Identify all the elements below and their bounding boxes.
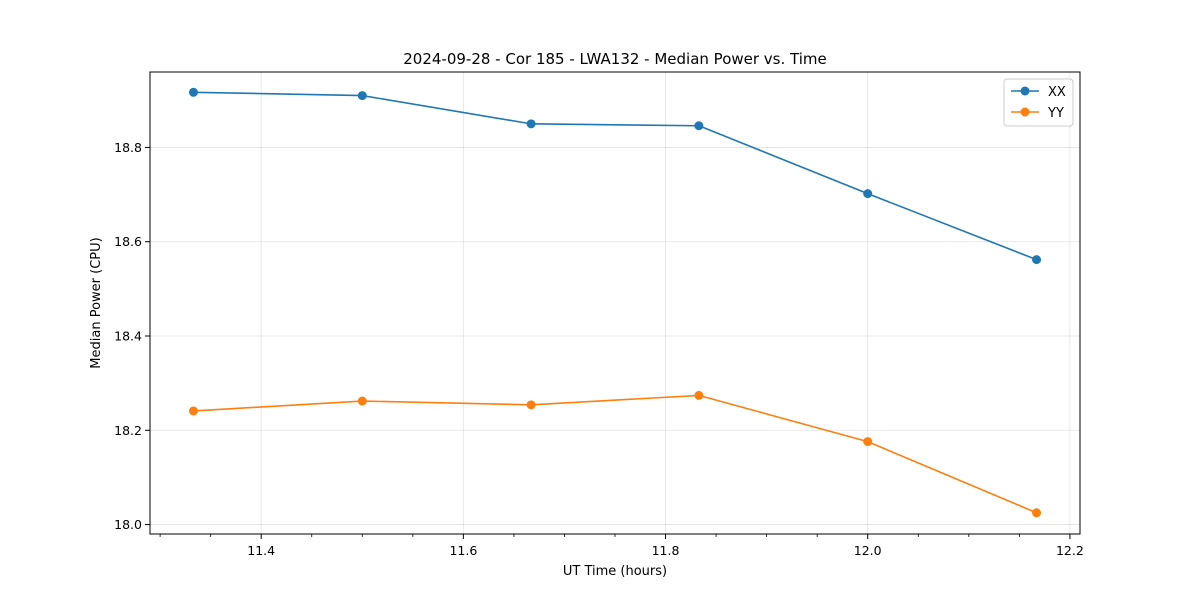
legend: XX YY xyxy=(1003,78,1074,127)
x-axis-label: UT Time (hours) xyxy=(563,564,667,579)
chart-title: 2024-09-28 - Cor 185 - LWA132 - Median P… xyxy=(403,50,827,68)
y-tick-label: 18.8 xyxy=(114,140,142,155)
data-point-xx xyxy=(357,91,367,101)
grid-lines xyxy=(150,72,1080,534)
legend-marker-yy xyxy=(1020,107,1030,117)
data-point-yy xyxy=(1032,508,1042,518)
x-tick-label: 11.6 xyxy=(449,543,477,558)
data-point-yy xyxy=(357,396,367,406)
data-point-xx xyxy=(526,119,536,129)
y-tick-label: 18.2 xyxy=(114,423,142,438)
data-series xyxy=(188,87,1042,518)
x-tick-label: 12.0 xyxy=(854,543,882,558)
y-tick-label: 18.6 xyxy=(114,234,142,249)
data-point-yy xyxy=(863,437,873,447)
legend-label-yy: YY xyxy=(1047,106,1064,121)
data-point-yy xyxy=(694,390,704,400)
x-tick-label: 12.2 xyxy=(1056,543,1084,558)
data-point-xx xyxy=(1032,255,1042,265)
plot-frame xyxy=(149,71,1081,535)
data-point-xx xyxy=(863,189,873,199)
x-tick-label: 11.4 xyxy=(247,543,275,558)
y-tick-label: 18.4 xyxy=(114,329,142,344)
x-tick-label: 11.8 xyxy=(652,543,680,558)
data-point-yy xyxy=(526,400,536,410)
legend-marker-xx xyxy=(1020,86,1030,96)
axis-ticks: 11.4 11.6 11.8 12.0 12.2 18.0 18.2 18.4 18.6 18.8 xyxy=(114,140,1084,558)
data-point-xx xyxy=(694,121,704,131)
series-line-yy xyxy=(193,394,1037,514)
legend-label-xx: XX xyxy=(1048,85,1066,100)
y-tick-label: 18.0 xyxy=(114,517,142,532)
data-point-xx xyxy=(188,87,198,97)
data-point-yy xyxy=(188,406,198,416)
series-line-xx xyxy=(193,91,1037,261)
y-axis-label: Median Power (CPU) xyxy=(89,237,104,368)
